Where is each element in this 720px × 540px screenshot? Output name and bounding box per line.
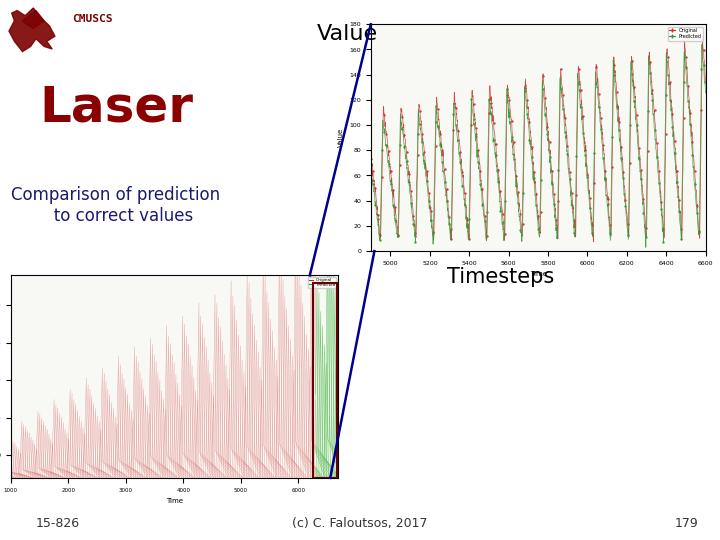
Text: CMUSCS: CMUSCS <box>72 14 112 24</box>
Text: 15-826: 15-826 <box>36 517 80 530</box>
Text: Laser: Laser <box>40 84 194 132</box>
Text: Value: Value <box>317 24 378 44</box>
Legend: Original, Predicted: Original, Predicted <box>308 278 336 288</box>
X-axis label: Time: Time <box>166 498 183 504</box>
X-axis label: Time: Time <box>530 272 546 278</box>
Y-axis label: Value: Value <box>338 128 343 147</box>
Bar <box>313 283 337 478</box>
Legend: Original, Predicted: Original, Predicted <box>667 27 703 40</box>
Text: Timesteps: Timesteps <box>447 267 554 287</box>
Text: (c) C. Faloutsos, 2017: (c) C. Faloutsos, 2017 <box>292 517 428 530</box>
Polygon shape <box>9 8 55 51</box>
Text: Comparison of prediction
   to correct values: Comparison of prediction to correct valu… <box>11 186 220 225</box>
Polygon shape <box>22 10 44 29</box>
Text: 179: 179 <box>675 517 698 530</box>
